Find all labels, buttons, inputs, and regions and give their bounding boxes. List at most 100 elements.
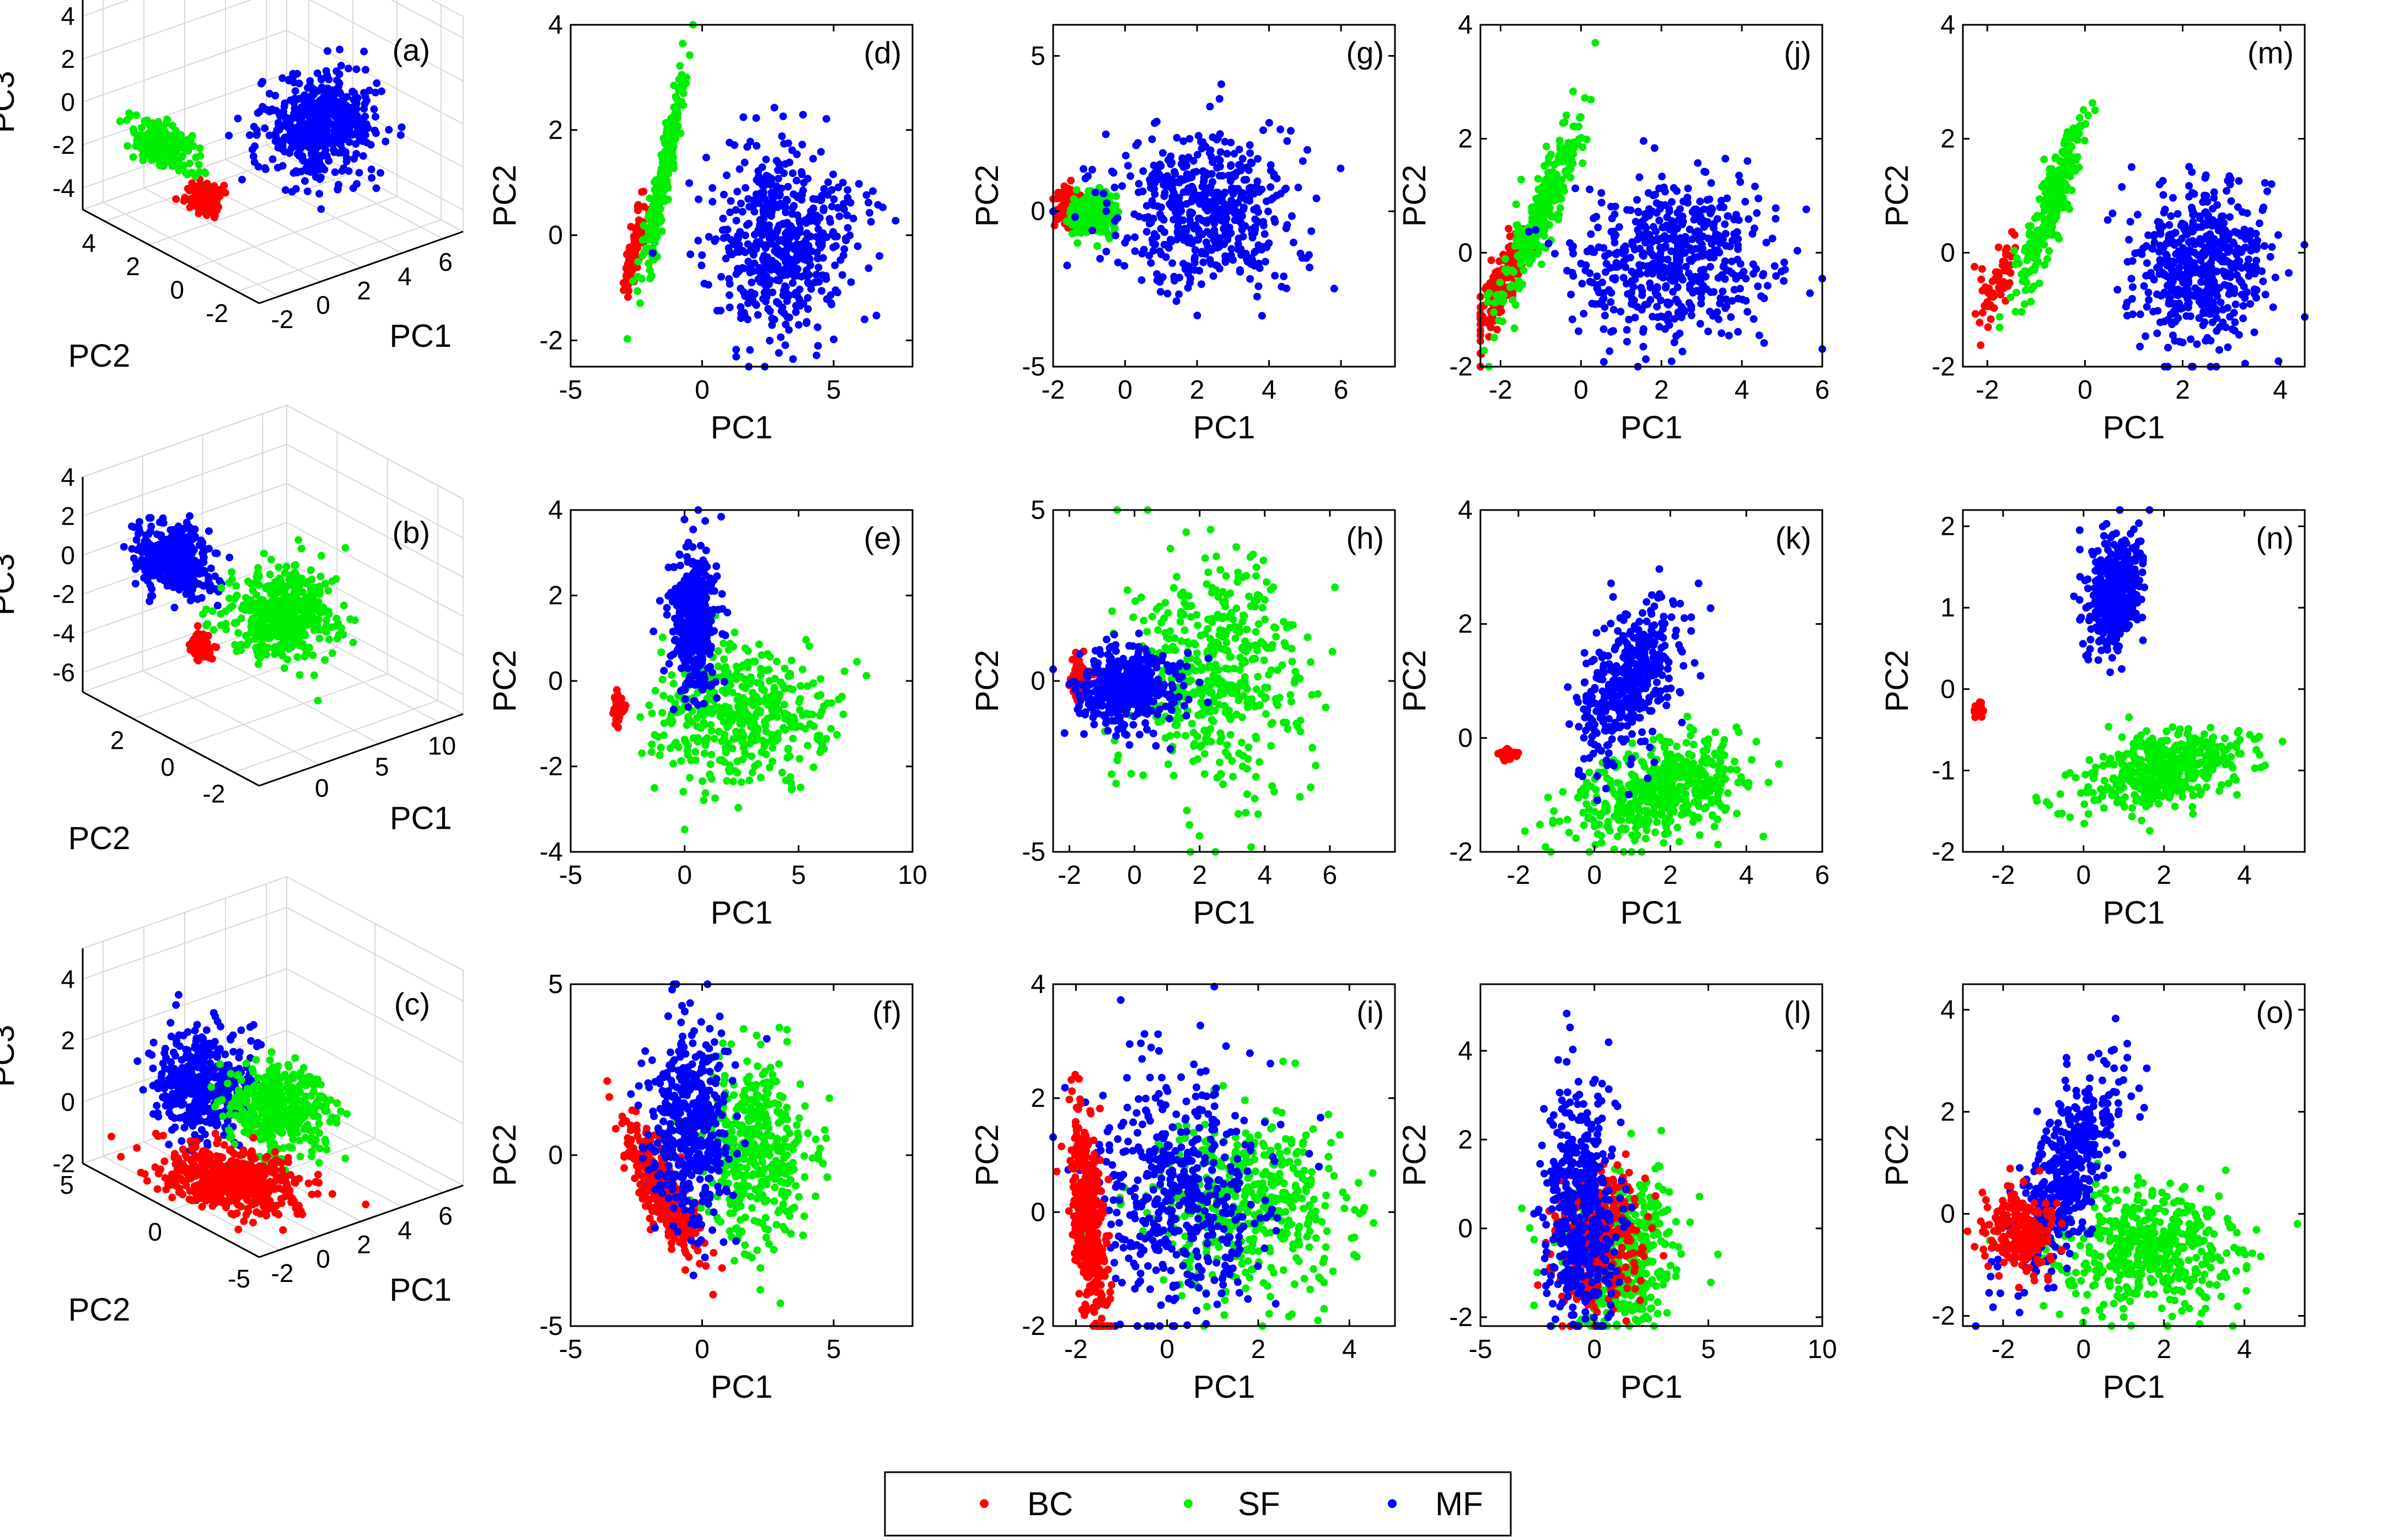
data-point: [689, 525, 697, 534]
data-point: [732, 352, 740, 361]
data-point: [753, 142, 761, 150]
data-point: [1173, 731, 1181, 739]
data-point: [680, 825, 689, 834]
data-point: [753, 694, 761, 702]
data-point: [736, 165, 744, 173]
data-point: [1168, 259, 1177, 267]
data-point: [1166, 235, 1174, 244]
data-point: [2269, 303, 2277, 312]
data-point: [650, 784, 658, 792]
data-point: [751, 762, 759, 770]
data-point: [781, 715, 790, 723]
data-point: [2125, 235, 2133, 244]
data-point: [719, 214, 727, 223]
data-point: [1139, 167, 1147, 175]
data-point: [1215, 95, 1223, 103]
data-point: [786, 669, 795, 678]
data-point: [1213, 164, 1221, 172]
data-point: [1677, 313, 1686, 321]
data-point: [2046, 184, 2054, 192]
data-point: [1544, 169, 1552, 177]
data-point: [1537, 211, 1545, 219]
data-point: [1074, 239, 1082, 247]
x-axis-label: PC1: [711, 410, 773, 446]
data-point: [1188, 173, 1196, 181]
data-point: [798, 170, 806, 179]
data-point: [766, 336, 774, 345]
data-point: [738, 208, 747, 216]
data-point: [1721, 220, 1729, 228]
data-point: [707, 617, 715, 625]
data-point: [1270, 215, 1279, 223]
data-point: [629, 243, 637, 251]
data-point: [1567, 291, 1575, 299]
data-point: [2036, 195, 2043, 203]
data-point: [827, 291, 835, 299]
data-point: [1750, 224, 1758, 233]
data-point: [722, 171, 731, 179]
data-point: [2118, 183, 2126, 191]
data-point: [760, 742, 769, 750]
data-point: [1215, 171, 1223, 180]
data-point: [759, 188, 768, 196]
data-point: [1216, 566, 1225, 574]
y-axis-label: PC2: [969, 165, 1005, 227]
data-point: [1611, 202, 1619, 211]
data-point: [1123, 234, 1131, 242]
data-point: [822, 275, 830, 283]
data-point: [2164, 344, 2172, 352]
data-point: [2190, 210, 2198, 217]
data-point: [2068, 143, 2076, 151]
data-point: [1583, 248, 1591, 255]
data-point: [1693, 274, 1700, 282]
data-point: [1579, 143, 1587, 151]
data-point: [1243, 257, 1252, 266]
data-point: [2045, 247, 2053, 255]
data-point: [799, 299, 808, 308]
data-point: [781, 265, 789, 273]
data-point: [2063, 128, 2072, 136]
data-point: [1225, 223, 1233, 232]
data-point: [2068, 135, 2076, 143]
data-point: [1617, 308, 1625, 316]
data-point: [666, 151, 674, 159]
data-point: [1601, 312, 1609, 320]
data-point: [1687, 311, 1695, 319]
y-tick-label: 0: [548, 667, 563, 696]
panel-letter: (e): [864, 521, 901, 555]
data-point: [1586, 185, 1594, 194]
data-point: [1754, 282, 1762, 291]
data-point: [695, 616, 703, 625]
data-point: [788, 210, 796, 218]
data-point: [2176, 251, 2185, 259]
data-point: [807, 207, 815, 216]
data-point: [1169, 584, 1178, 592]
data-point: [1201, 218, 1210, 226]
data-point: [1194, 132, 1203, 140]
data-point: [695, 195, 702, 203]
data-point: [1678, 248, 1686, 256]
data-point: [710, 576, 718, 584]
data-point: [1655, 217, 1663, 225]
y-axis-label: PC2: [487, 165, 523, 227]
data-point: [2224, 304, 2232, 312]
data-point: [2015, 259, 2023, 267]
data-point: [793, 150, 801, 158]
data-point: [855, 180, 863, 188]
data-point: [1677, 303, 1686, 311]
data-point: [1534, 175, 1542, 183]
data-point: [648, 222, 657, 230]
data-point: [733, 769, 742, 777]
data-point: [1556, 142, 1564, 151]
data-point: [1578, 280, 1586, 288]
data-point: [1124, 162, 1132, 170]
data-point: [1995, 324, 2004, 331]
data-point: [1206, 256, 1214, 264]
data-point: [1718, 329, 1726, 337]
data-point: [1721, 275, 1729, 283]
data-point: [795, 217, 803, 224]
data-point: [1217, 80, 1225, 88]
data-point: [781, 726, 790, 734]
data-point: [2021, 286, 2030, 294]
data-point: [1278, 282, 1286, 291]
